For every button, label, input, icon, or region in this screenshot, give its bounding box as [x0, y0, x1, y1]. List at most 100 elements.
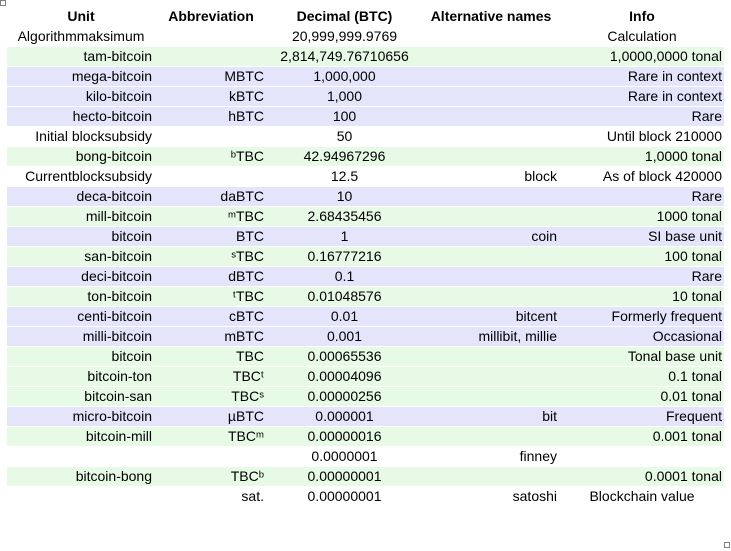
alternative-names-cell	[422, 427, 560, 446]
info-cell: Blockchain value	[560, 487, 724, 506]
decimal-cell: 0.00000256	[267, 387, 422, 406]
abbreviation-cell: TBC	[155, 347, 267, 366]
decimal-cell: 1,000	[267, 87, 422, 106]
info-cell: 100 tonal	[560, 247, 724, 266]
alternative-names-cell: finney	[422, 447, 560, 466]
alternative-names-cell	[422, 47, 560, 66]
decimal-cell: 2,814,749.76710656	[267, 47, 422, 66]
unit-cell: Currentblocksubsidy	[7, 167, 155, 186]
unit-cell: Initial blocksubsidy	[7, 127, 155, 146]
decimal-cell: 0.00000001	[267, 467, 422, 486]
table-row: tam-bitcoin 2,814,749.76710656 1,0000,0000…	[7, 47, 724, 66]
info-cell: Rare	[560, 267, 724, 286]
header-info: Info	[629, 8, 655, 24]
table-row: bitcoin-mill TBCᵐ 0.00000016 0.001 tonal	[7, 427, 724, 446]
abbreviation-cell: kBTC	[155, 87, 267, 106]
abbreviation-cell: ᵇTBC	[155, 147, 267, 166]
unit-cell	[7, 487, 155, 506]
abbreviation-cell: daBTC	[155, 187, 267, 206]
alternative-names-cell	[422, 347, 560, 366]
decimal-cell: 1	[267, 227, 422, 246]
abbreviation-cell: mBTC	[155, 327, 267, 346]
alternative-names-cell	[422, 127, 560, 146]
alternative-names-cell	[422, 267, 560, 286]
alternative-names-cell	[422, 147, 560, 166]
decimal-cell: 0.1	[267, 267, 422, 286]
unit-cell: bitcoin-mill	[7, 427, 155, 446]
abbreviation-cell: ᵗTBC	[155, 287, 267, 306]
info-cell: Rare	[560, 187, 724, 206]
abbreviation-cell: hBTC	[155, 107, 267, 126]
unit-cell: bitcoin-san	[7, 387, 155, 406]
table-row: micro-bitcoin µBTC 0.000001 bit Frequent	[7, 407, 724, 426]
info-cell: 1,0000,0000 tonal	[560, 47, 724, 66]
alternative-names-cell: bit	[422, 407, 560, 426]
header-alternative-names: Alternative names	[430, 8, 552, 24]
decimal-cell: 12.5	[267, 167, 422, 186]
table-row: bong-bitcoin ᵇTBC 42.94967296 1,0000 tonal	[7, 147, 724, 166]
table-row: mega-bitcoin MBTC 1,000,000 Rare in context	[7, 67, 724, 86]
unit-cell: kilo-bitcoin	[7, 87, 155, 106]
decimal-cell: 50	[267, 127, 422, 146]
table-row: Algorithmmaksimum 20,999,999.9769 Calculat…	[7, 27, 724, 46]
abbreviation-cell: dBTC	[155, 267, 267, 286]
abbreviation-cell	[155, 447, 267, 466]
info-cell: Rare	[560, 107, 724, 126]
table-row: Currentblocksubsidy 12.5 block As of block …	[7, 167, 724, 186]
unit-cell: ton-bitcoin	[7, 287, 155, 306]
alternative-names-cell: satoshi	[422, 487, 560, 506]
unit-cell: bong-bitcoin	[7, 147, 155, 166]
info-cell: Until block 210000	[560, 127, 724, 146]
info-cell: 0.0001 tonal	[560, 467, 724, 486]
info-cell: 0.01 tonal	[560, 387, 724, 406]
abbreviation-cell: TBCˢ	[155, 387, 267, 406]
unit-cell: deci-bitcoin	[7, 267, 155, 286]
table-row: milli-bitcoin mBTC 0.001 millibit, millie Oc…	[7, 327, 724, 346]
info-cell: Rare in context	[560, 67, 724, 86]
unit-cell: deca-bitcoin	[7, 187, 155, 206]
info-cell: As of block 420000	[560, 167, 724, 186]
alternative-names-cell	[422, 367, 560, 386]
header-row: Unit Abbreviation Decimal (BTC) Alternat…	[7, 6, 724, 26]
table-row: deci-bitcoin dBTC 0.1 Rare	[7, 267, 724, 286]
selection-handle-bottom-right[interactable]	[724, 542, 730, 548]
unit-cell: hecto-bitcoin	[7, 107, 155, 126]
table-row: hecto-bitcoin hBTC 100 Rare	[7, 107, 724, 126]
alternative-names-cell: block	[422, 167, 560, 186]
table-row: bitcoin BTC 1 coin SI base unit	[7, 227, 724, 246]
info-cell: 10 tonal	[560, 287, 724, 306]
abbreviation-cell	[155, 167, 267, 186]
unit-cell: bitcoin	[7, 347, 155, 366]
abbreviation-cell	[155, 47, 267, 66]
abbreviation-cell: ˢTBC	[155, 247, 267, 266]
abbreviation-cell: TBCᵗ	[155, 367, 267, 386]
table-row: bitcoin-san TBCˢ 0.00000256 0.01 tonal	[7, 387, 724, 406]
abbreviation-cell: BTC	[155, 227, 267, 246]
decimal-cell: 10	[267, 187, 422, 206]
info-cell: Occasional	[560, 327, 724, 346]
info-cell: Tonal base unit	[560, 347, 724, 366]
decimal-cell: 0.16777216	[267, 247, 422, 266]
header-unit: Unit	[67, 8, 95, 24]
unit-cell: centi-bitcoin	[7, 307, 155, 326]
unit-cell: bitcoin	[7, 227, 155, 246]
selection-handle-top-left[interactable]	[0, 0, 6, 6]
alternative-names-cell	[422, 107, 560, 126]
abbreviation-cell: ᵐTBC	[155, 207, 267, 226]
decimal-cell: 0.0000001	[267, 447, 422, 466]
table-row: ton-bitcoin ᵗTBC 0.01048576 10 tonal	[7, 287, 724, 306]
decimal-cell: 100	[267, 107, 422, 126]
alternative-names-cell: millibit, millie	[422, 327, 560, 346]
info-cell: Calculation	[560, 27, 724, 46]
abbreviation-cell: MBTC	[155, 67, 267, 86]
info-cell: Formerly frequent	[560, 307, 724, 326]
abbreviation-cell	[155, 127, 267, 146]
unit-cell: mega-bitcoin	[7, 67, 155, 86]
table-row: deca-bitcoin daBTC 10 Rare	[7, 187, 724, 206]
abbreviation-cell: cBTC	[155, 307, 267, 326]
decimal-cell: 0.01048576	[267, 287, 422, 306]
abbreviation-cell: TBCᵇ	[155, 467, 267, 486]
abbreviation-cell: sat.	[155, 487, 267, 506]
decimal-cell: 0.01	[267, 307, 422, 326]
unit-cell	[7, 447, 155, 466]
